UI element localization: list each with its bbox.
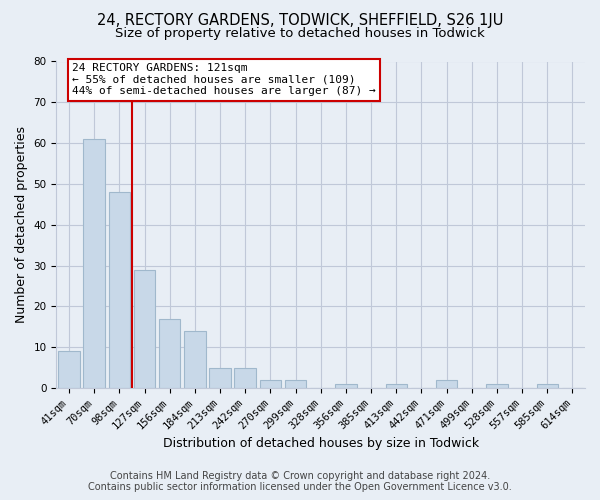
Text: 24 RECTORY GARDENS: 121sqm
← 55% of detached houses are smaller (109)
44% of sem: 24 RECTORY GARDENS: 121sqm ← 55% of deta… bbox=[72, 63, 376, 96]
Bar bbox=[260, 380, 281, 388]
Bar bbox=[159, 318, 181, 388]
Text: 24, RECTORY GARDENS, TODWICK, SHEFFIELD, S26 1JU: 24, RECTORY GARDENS, TODWICK, SHEFFIELD,… bbox=[97, 12, 503, 28]
Bar bbox=[109, 192, 130, 388]
Bar bbox=[486, 384, 508, 388]
Bar bbox=[285, 380, 306, 388]
Bar bbox=[83, 139, 105, 388]
X-axis label: Distribution of detached houses by size in Todwick: Distribution of detached houses by size … bbox=[163, 437, 479, 450]
Bar bbox=[58, 352, 80, 388]
Bar bbox=[235, 368, 256, 388]
Bar bbox=[386, 384, 407, 388]
Bar bbox=[436, 380, 457, 388]
Text: Size of property relative to detached houses in Todwick: Size of property relative to detached ho… bbox=[115, 28, 485, 40]
Text: Contains HM Land Registry data © Crown copyright and database right 2024.
Contai: Contains HM Land Registry data © Crown c… bbox=[88, 471, 512, 492]
Bar bbox=[134, 270, 155, 388]
Y-axis label: Number of detached properties: Number of detached properties bbox=[15, 126, 28, 324]
Bar bbox=[184, 331, 206, 388]
Bar bbox=[209, 368, 231, 388]
Bar bbox=[335, 384, 356, 388]
Bar bbox=[536, 384, 558, 388]
